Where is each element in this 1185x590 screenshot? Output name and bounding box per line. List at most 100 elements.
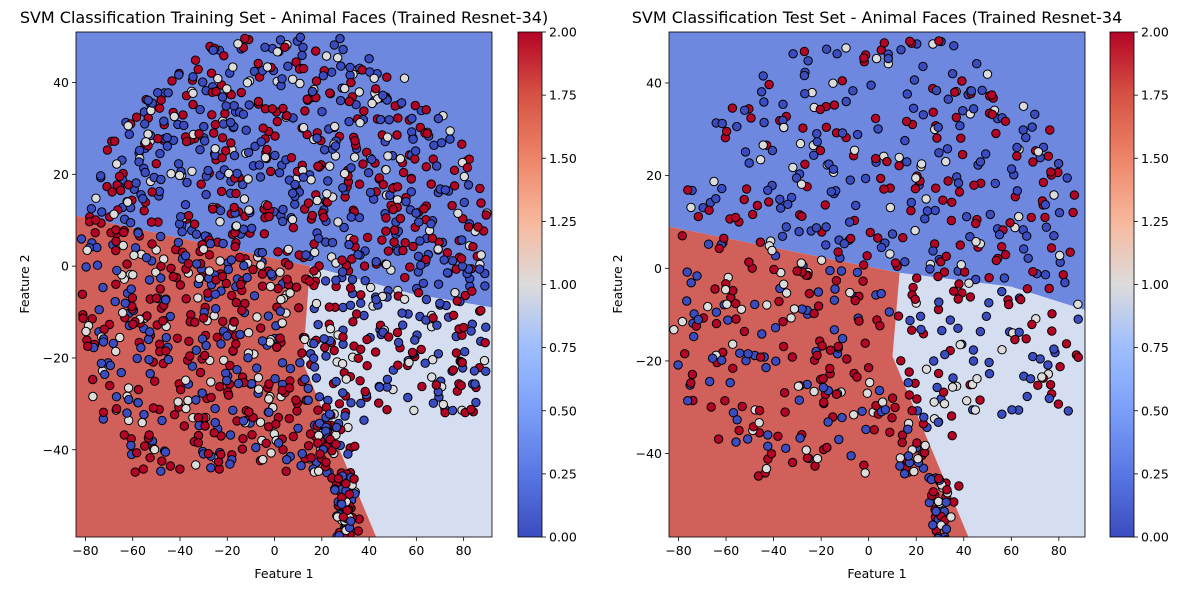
scatter-point xyxy=(932,133,942,143)
scatter-point xyxy=(1018,101,1029,112)
scatter-point xyxy=(329,345,339,356)
scatter-point xyxy=(276,294,286,305)
scatter-point xyxy=(161,295,171,305)
scatter-point xyxy=(321,457,331,467)
colorbar-tick-label: 1.00 xyxy=(549,277,577,292)
scatter-point xyxy=(105,380,115,391)
scatter-point xyxy=(984,298,994,308)
scatter-point xyxy=(787,352,797,362)
scatter-point xyxy=(151,267,161,277)
scatter-point xyxy=(953,323,963,333)
scatter-point xyxy=(233,378,244,389)
scatter-point xyxy=(206,392,216,403)
scatter-point xyxy=(1043,151,1054,161)
scatter-point xyxy=(399,294,410,304)
scatter-point xyxy=(134,157,144,167)
scatter-point xyxy=(125,218,136,228)
scatter-point xyxy=(752,200,763,211)
scatter-point xyxy=(829,295,840,305)
scatter-point xyxy=(384,332,394,342)
scatter-point xyxy=(88,374,98,385)
scatter-point xyxy=(909,75,920,85)
scatter-point xyxy=(355,376,365,386)
scatter-point xyxy=(397,308,407,318)
scatter-point xyxy=(941,524,952,534)
scatter-point xyxy=(242,272,252,283)
scatter-point xyxy=(100,369,110,380)
scatter-point xyxy=(344,96,354,107)
scatter-point xyxy=(837,76,847,86)
scatter-point xyxy=(451,348,462,358)
scatter-point xyxy=(1045,125,1055,135)
scatter-point xyxy=(1063,406,1074,416)
scatter-point xyxy=(275,35,286,45)
scatter-point xyxy=(193,293,203,303)
scatter-point xyxy=(115,332,125,343)
scatter-point xyxy=(371,257,381,267)
scatter-point xyxy=(669,325,679,335)
scatter-point xyxy=(933,533,943,537)
y-tick-label: 40 xyxy=(646,75,662,90)
scatter-point xyxy=(778,99,788,110)
scatter-point xyxy=(929,397,939,407)
scatter-point xyxy=(876,173,886,184)
scatter-point xyxy=(755,155,766,165)
scatter-point xyxy=(862,251,872,261)
scatter-point xyxy=(283,244,294,255)
scatter-point xyxy=(255,172,266,182)
scatter-point xyxy=(157,456,167,466)
scatter-point xyxy=(232,365,242,375)
scatter-point xyxy=(273,438,284,448)
scatter-point xyxy=(481,366,491,376)
scatter-point xyxy=(693,314,703,325)
scatter-point xyxy=(318,71,328,81)
scatter-point xyxy=(111,392,122,402)
scatter-point xyxy=(871,53,882,64)
scatter-point xyxy=(256,323,266,333)
scatter-point xyxy=(887,413,897,423)
scatter-point xyxy=(163,88,173,98)
scatter-point xyxy=(985,209,995,220)
colorbar-tick-label: 0.50 xyxy=(549,403,577,418)
scatter-point xyxy=(203,165,213,176)
chart-title: SVM Classification Test Set - Animal Fac… xyxy=(632,8,1123,27)
scatter-point xyxy=(720,284,731,295)
scatter-point xyxy=(481,210,491,220)
scatter-point xyxy=(166,263,176,273)
scatter-point xyxy=(109,209,119,219)
scatter-point xyxy=(266,448,276,458)
scatter-point xyxy=(406,174,416,184)
scatter-point xyxy=(723,315,733,325)
scatter-point xyxy=(221,278,232,289)
scatter-point xyxy=(823,417,833,427)
scatter-point xyxy=(981,311,992,321)
y-tick-label: −20 xyxy=(636,353,662,368)
scatter-point xyxy=(272,47,283,57)
scatter-point xyxy=(111,346,121,357)
scatter-point xyxy=(764,79,774,90)
scatter-point xyxy=(147,239,157,249)
scatter-point xyxy=(863,363,874,373)
scatter-point xyxy=(188,88,198,99)
scatter-point xyxy=(761,463,772,474)
scatter-point xyxy=(414,217,424,227)
y-tick-label: −40 xyxy=(636,446,662,461)
scatter-point xyxy=(213,73,223,84)
scatter-point xyxy=(795,433,805,443)
scatter-point xyxy=(1046,243,1057,253)
scatter-point xyxy=(812,453,823,464)
scatter-point xyxy=(470,379,480,389)
scatter-point xyxy=(122,408,132,418)
scatter-point xyxy=(211,86,221,97)
scatter-point xyxy=(274,168,285,178)
scatter-point xyxy=(181,294,191,304)
scatter-point xyxy=(432,320,442,330)
scatter-point xyxy=(779,122,789,133)
scatter-point xyxy=(307,86,318,97)
scatter-point xyxy=(215,217,225,227)
scatter-point xyxy=(162,132,172,143)
scatter-point xyxy=(381,165,391,175)
scatter-point xyxy=(303,441,314,451)
scatter-point xyxy=(1004,299,1014,310)
